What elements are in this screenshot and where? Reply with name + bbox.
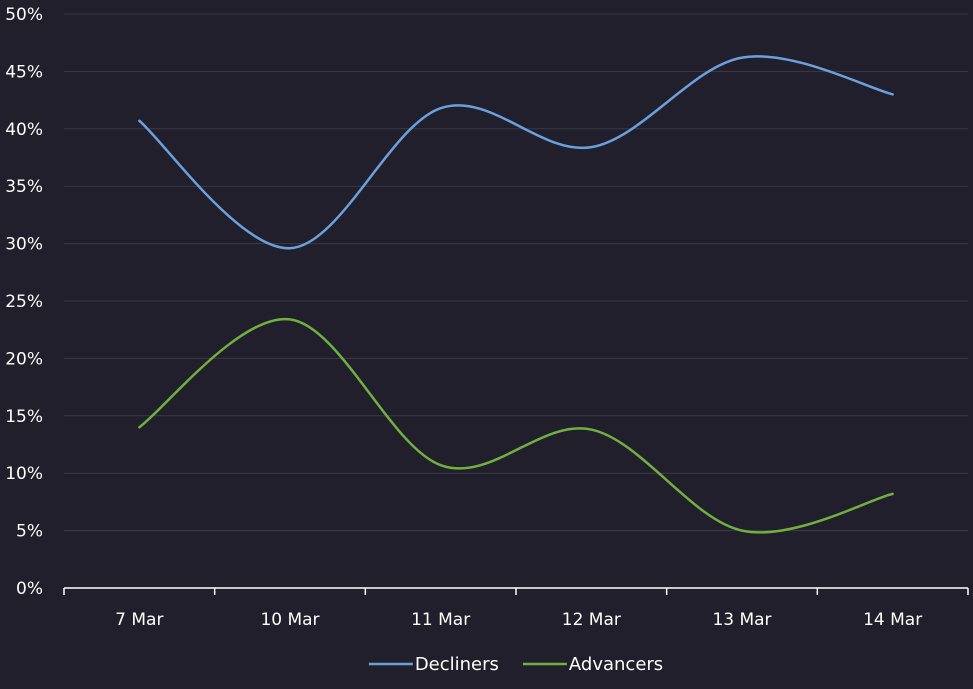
legend-item: Advancers	[522, 654, 663, 675]
y-tick-label: 45%	[5, 62, 43, 82]
y-tick-label: 20%	[5, 349, 43, 369]
y-tick-label: 15%	[5, 407, 43, 427]
x-tick-label: 12 Mar	[562, 610, 621, 630]
y-tick-label: 50%	[5, 5, 43, 25]
axis-layer: 0% 5% 10% 15% 20% 25% 30% 35% 40% 45% 50% 7 Mar 10 M…	[5, 5, 969, 630]
x-tick-label: 11 Mar	[411, 610, 470, 630]
series-line-advancers	[138, 318, 894, 534]
legend-label: Decliners	[415, 654, 499, 675]
x-tick-label: 14 Mar	[863, 610, 922, 630]
y-tick-label: 25%	[5, 292, 43, 312]
legend: Decliners Advancers	[368, 654, 663, 675]
series-line-decliners	[138, 55, 894, 250]
y-tick-label: 35%	[5, 177, 43, 197]
x-tick-label: 7 Mar	[115, 610, 163, 630]
grid-layer	[64, 13, 968, 532]
x-tick-label: 10 Mar	[260, 610, 319, 630]
y-tick-label: 5%	[16, 522, 43, 542]
y-tick-label: 10%	[5, 464, 43, 484]
y-tick-label: 40%	[5, 120, 43, 140]
y-tick-label: 0%	[16, 579, 43, 599]
series-layer	[138, 55, 894, 534]
legend-item: Decliners	[368, 654, 499, 675]
y-tick-label: 30%	[5, 235, 43, 255]
x-tick-label: 13 Mar	[712, 610, 771, 630]
legend-label: Advancers	[569, 654, 663, 675]
